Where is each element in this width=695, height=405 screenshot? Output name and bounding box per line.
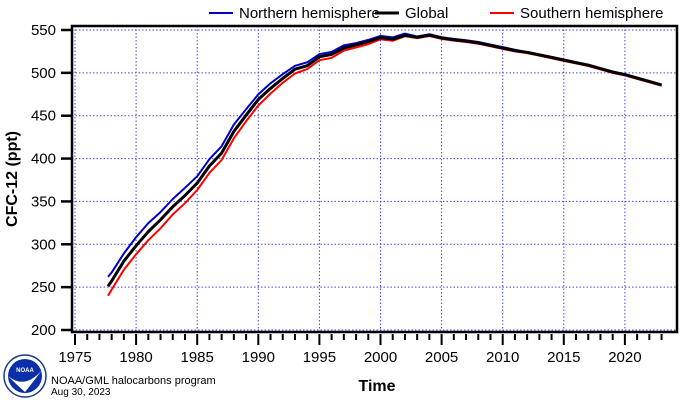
x-tick-label: 2005 — [425, 349, 458, 366]
x-tick-label: 1980 — [119, 349, 152, 366]
y-tick-label: 300 — [31, 236, 56, 253]
noaa-logo: NOAA — [3, 354, 47, 398]
credit-date: Aug 30, 2023 — [51, 387, 111, 398]
x-tick-label: 1990 — [242, 349, 275, 366]
y-tick-label: 200 — [31, 322, 56, 339]
legend-label: Northern hemisphere — [239, 5, 380, 22]
x-axis: 1975 1980 1985 1990 1995 2000 2005 2010 2015 2020 — [58, 334, 663, 366]
y-axis-label: CFC-12 (ppt) — [4, 131, 21, 227]
legend: Northern hemisphere Global Southern hemisp… — [209, 5, 663, 22]
series-lines — [106, 32, 663, 297]
x-tick-label: 1995 — [303, 349, 336, 366]
y-axis: 200 250 300 350 400 450 500 550 — [31, 22, 72, 339]
series-line-northern-hemisphere — [107, 32, 662, 278]
y-tick-label: 500 — [31, 65, 56, 82]
plot-frame — [70, 24, 679, 334]
x-tick-label: 2015 — [547, 349, 580, 366]
y-tick-label: 250 — [31, 279, 56, 296]
y-tick-label: 550 — [31, 22, 56, 39]
grid — [72, 26, 677, 332]
y-tick-label: 350 — [31, 193, 56, 210]
x-tick-label: 1975 — [58, 349, 91, 366]
x-tick-label: 2010 — [486, 349, 519, 366]
legend-label: Global — [405, 5, 448, 22]
series-line-global — [106, 33, 663, 288]
y-tick-label: 400 — [31, 151, 56, 168]
legend-label: Southern hemisphere — [520, 5, 663, 22]
x-tick-label: 2020 — [608, 349, 641, 366]
noaa-logo-text: NOAA — [16, 368, 34, 374]
series-line-southern-hemisphere — [107, 35, 662, 297]
credit-program: NOAA/GML halocarbons program — [51, 375, 216, 387]
x-tick-label: 1985 — [181, 349, 214, 366]
x-axis-label: Time — [358, 378, 395, 395]
y-tick-label: 450 — [31, 108, 56, 125]
x-tick-label: 2000 — [364, 349, 397, 366]
